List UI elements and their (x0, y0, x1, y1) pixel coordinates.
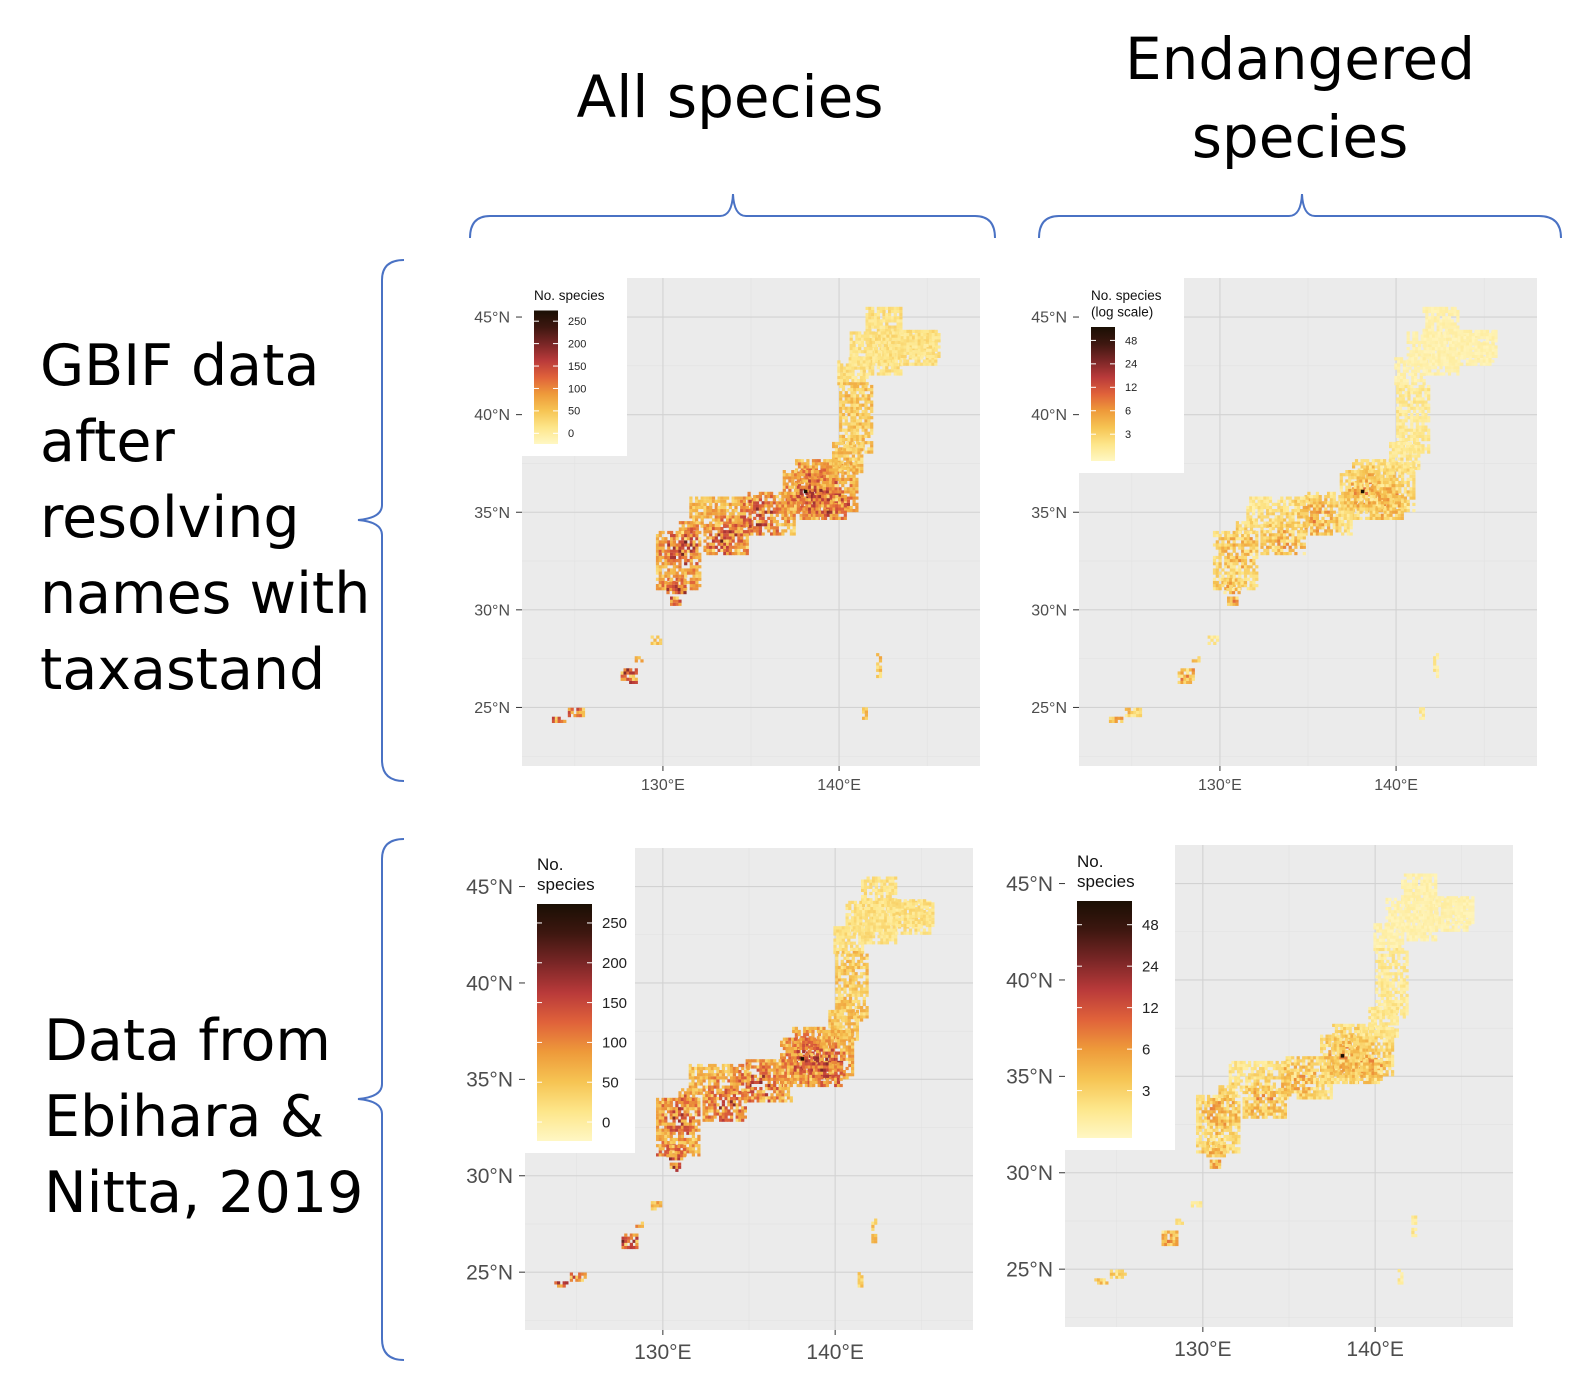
legend-title: species (1077, 872, 1135, 891)
row-title-ebihara: Data from Ebihara & Nitta, 2019 (44, 1008, 364, 1226)
row-brace-ebihara (357, 838, 405, 1361)
legend-tick-label: 0 (602, 1114, 610, 1131)
row-title-gbif: GBIF data after resolving names with tax… (40, 333, 371, 703)
column-brace-endangered (1038, 193, 1562, 239)
map-ebihara-endangered: 45°N 40°N 35°N 30°N 25°N 130°E 140°E No. species… (985, 845, 1525, 1375)
x-tick-label: 130°E (1198, 777, 1242, 794)
y-tick-label: 40°N (1031, 407, 1067, 424)
legend-title: (log scale) (1091, 305, 1153, 320)
y-tick-label: 40°N (1006, 969, 1053, 992)
legend-title: No. species (534, 288, 605, 303)
y-tick-label: 45°N (466, 876, 513, 899)
legend-tick-label: 200 (568, 338, 586, 350)
legend-tick-label: 100 (568, 383, 586, 395)
y-tick-label: 30°N (466, 1165, 513, 1188)
legend-tick-label: 150 (602, 995, 627, 1012)
x-tick-label: 140°E (817, 777, 861, 794)
y-tick-label: 35°N (1006, 1066, 1053, 1089)
legend-tick-label: 200 (602, 955, 627, 972)
x-tick-label: 130°E (634, 1341, 691, 1364)
x-tick-label: 140°E (806, 1341, 863, 1364)
y-tick-label: 45°N (1006, 873, 1053, 896)
y-tick-label: 30°N (474, 602, 510, 619)
y-tick-label: 45°N (1031, 310, 1067, 327)
column-title-endangered-species: Endangered species (1124, 25, 1476, 171)
y-tick-label: 40°N (466, 972, 513, 995)
legend-title: species (537, 875, 595, 894)
y-tick-label: 25°N (474, 700, 510, 717)
y-tick-label: 25°N (1031, 700, 1067, 717)
x-tick-label: 130°E (641, 777, 685, 794)
legend-title: No. (537, 855, 563, 874)
legend-tick-label: 48 (1125, 335, 1137, 347)
legend-tick-label: 3 (1125, 429, 1131, 441)
map-ebihara-all-species: 45°N 40°N 35°N 30°N 25°N 130°E 140°E No. species… (445, 848, 985, 1378)
x-tick-label: 130°E (1174, 1338, 1231, 1361)
y-tick-label: 25°N (466, 1262, 513, 1285)
x-tick-label: 140°E (1346, 1338, 1403, 1361)
legend-tick-label: 24 (1142, 958, 1159, 975)
color-legend: No. species (log scale) 48 24 12 6 3 (1079, 278, 1184, 473)
legend-tick-label: 6 (1142, 1041, 1150, 1058)
legend-tick-label: 100 (602, 1035, 627, 1052)
legend-title: No. (1077, 852, 1103, 871)
y-tick-label: 35°N (1031, 505, 1067, 522)
y-tick-label: 45°N (474, 310, 510, 327)
color-legend: No.species 250 200 150 100 50 0 (525, 848, 635, 1153)
species-heat-cells (554, 876, 935, 1288)
y-tick-label: 35°N (474, 505, 510, 522)
legend-tick-label: 50 (602, 1074, 619, 1091)
legend-tick-label: 12 (1142, 1000, 1159, 1017)
legend-tick-label: 250 (602, 915, 627, 932)
map-gbif-endangered: 45°N 40°N 35°N 30°N 25°N 130°E 140°E No. specie… (1012, 278, 1542, 803)
legend-tick-label: 0 (568, 428, 574, 440)
row-brace-gbif (357, 259, 405, 782)
column-brace-all-species (469, 193, 996, 239)
species-heat-cells (1108, 306, 1498, 723)
y-tick-label: 25°N (1006, 1259, 1053, 1282)
legend-tick-label: 24 (1125, 359, 1137, 371)
color-legend: No. species 250 200 150 100 50 0 (522, 278, 627, 456)
legend-tick-label: 6 (1125, 406, 1131, 418)
y-tick-label: 35°N (466, 1069, 513, 1092)
legend-tick-label: 150 (568, 361, 586, 373)
legend-color-bar (534, 310, 558, 444)
x-tick-label: 140°E (1374, 777, 1418, 794)
legend-tick-label: 3 (1142, 1083, 1150, 1100)
legend-tick-label: 48 (1142, 917, 1159, 934)
y-tick-label: 40°N (474, 407, 510, 424)
legend-tick-label: 50 (568, 406, 580, 418)
species-heat-cells (551, 306, 941, 723)
legend-tick-label: 12 (1125, 382, 1137, 394)
legend-title: No. species (1091, 288, 1162, 303)
legend-color-bar (1077, 901, 1132, 1138)
color-legend: No.species 48 24 12 6 3 (1065, 845, 1175, 1150)
legend-tick-label: 250 (568, 316, 586, 328)
y-tick-label: 30°N (1006, 1162, 1053, 1185)
legend-color-bar (537, 904, 592, 1141)
column-title-all-species: All species (576, 63, 884, 131)
map-gbif-all-species: 45°N 40°N 35°N 30°N 25°N 130°E 140°E No. specie… (455, 278, 985, 803)
y-tick-label: 30°N (1031, 602, 1067, 619)
legend-color-bar (1091, 327, 1115, 461)
species-heat-cells (1094, 873, 1475, 1285)
